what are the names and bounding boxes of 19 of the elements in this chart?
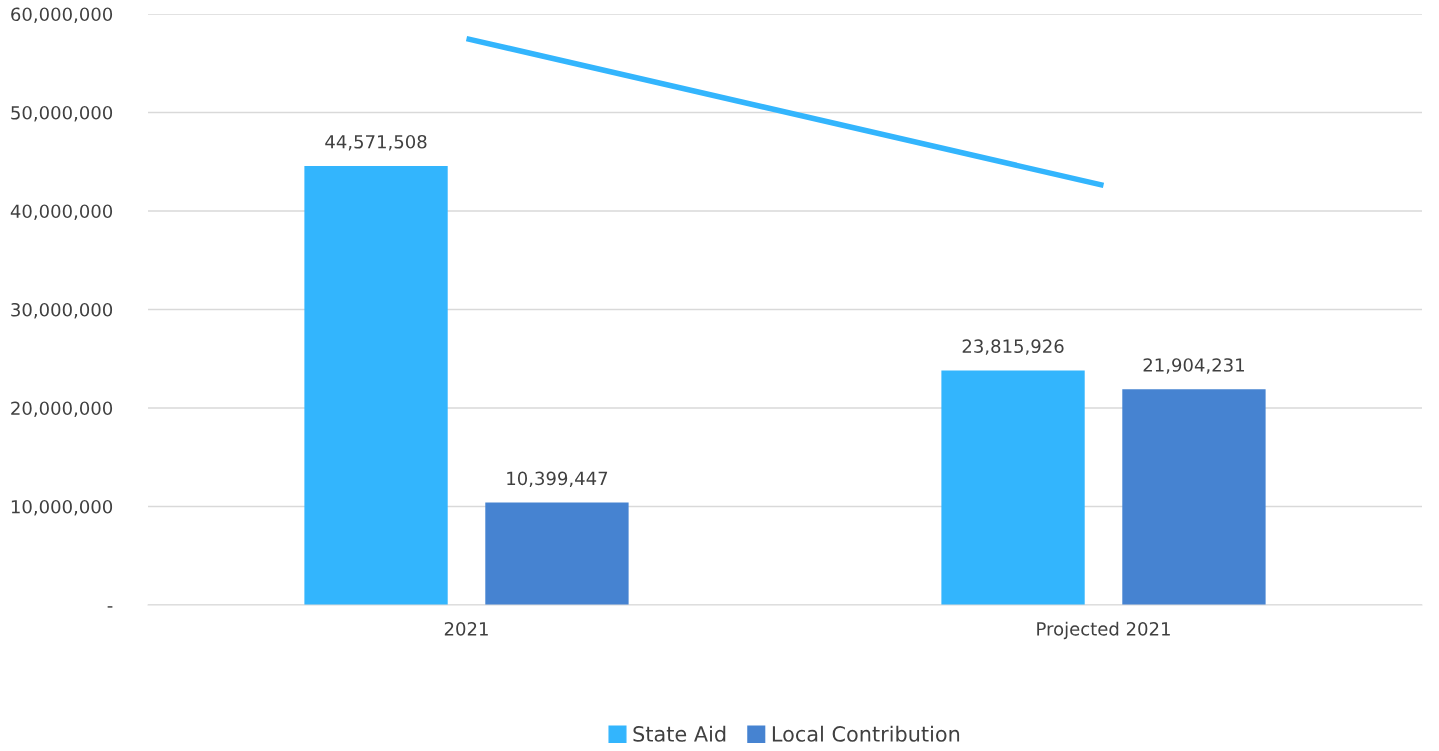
bar xyxy=(941,370,1085,605)
bar xyxy=(1122,389,1266,605)
y-tick-label: - xyxy=(107,606,113,608)
data-label: 10,399,447 xyxy=(507,471,608,488)
bar xyxy=(304,165,448,605)
legend-label: State Aid xyxy=(633,725,726,742)
y-tick-label: 60,000,000 xyxy=(11,7,113,23)
data-label: 44,571,508 xyxy=(325,134,427,151)
data-label: 23,815,926 xyxy=(962,339,1064,355)
legend-label: Local Contribution xyxy=(772,725,960,742)
y-tick-label: 50,000,000 xyxy=(11,105,113,122)
x-tick-label: Projected 2021 xyxy=(1037,621,1170,640)
data-label: 21,904,231 xyxy=(1143,358,1244,374)
y-tick-label: 40,000,000 xyxy=(10,204,113,220)
bar xyxy=(485,502,629,605)
x-tick-label: 2021 xyxy=(444,621,488,636)
y-tick-label: 30,000,000 xyxy=(11,302,113,319)
y-tick-label: 20,000,000 xyxy=(11,401,113,417)
y-tick-label: 10,000,000 xyxy=(11,499,113,516)
